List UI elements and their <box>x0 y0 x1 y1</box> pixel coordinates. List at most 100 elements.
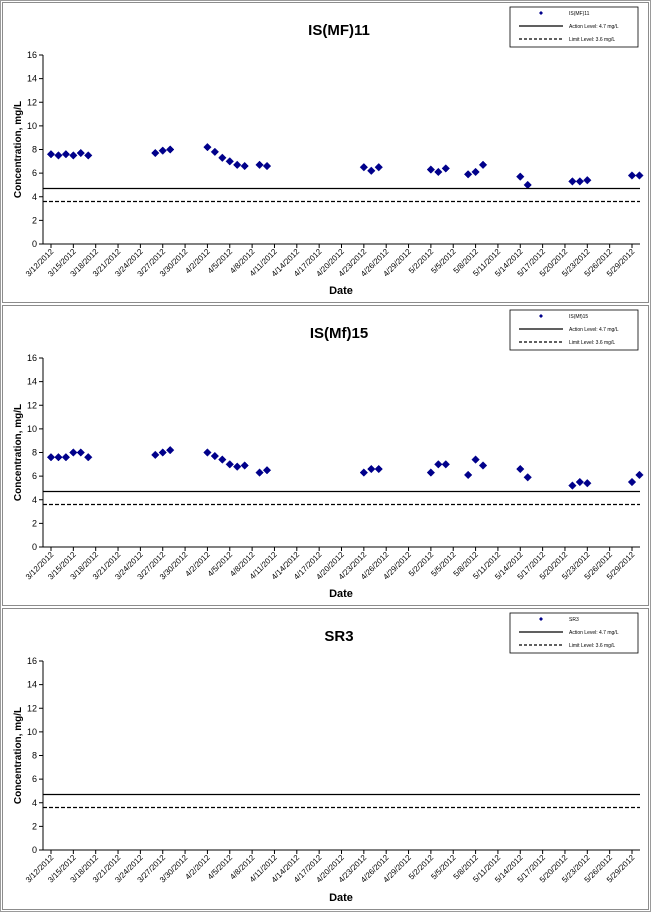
data-point <box>516 464 525 474</box>
data-point <box>54 453 63 462</box>
y-axis-title: Concentration, mg/L <box>13 101 24 198</box>
chart-title: IS(MF)11 <box>308 22 370 39</box>
data-point <box>426 468 436 477</box>
data-point <box>359 468 368 477</box>
legend-label: Action Level: 4.7 mg/L <box>569 24 619 30</box>
x-axis-title: Date <box>329 285 353 297</box>
data-point <box>76 148 85 158</box>
data-point <box>523 473 532 482</box>
legend-label: SR3 <box>569 617 579 623</box>
data-point <box>158 146 167 155</box>
legend-label: IS(Mf)15 <box>569 314 588 320</box>
y-tick-label: 16 <box>27 50 37 60</box>
chart-svg-1: IS(MF)11 0 2 4 6 8 10 12 14 16 Concentration, mg/L… <box>13 6 644 297</box>
data-point <box>203 142 212 152</box>
data-point <box>61 453 71 462</box>
data-point <box>583 176 592 185</box>
legend-box <box>509 612 639 654</box>
y-tick-label: 0 <box>32 239 37 249</box>
data-point <box>463 470 473 480</box>
data-point <box>471 167 480 177</box>
data-point <box>568 481 577 490</box>
data-point <box>635 470 644 480</box>
legend-label: Limit Level: 3.6 mg/L <box>569 340 615 346</box>
data-point <box>54 151 63 160</box>
data-point <box>374 163 383 172</box>
chart-panel-3: SR3 0 2 4 6 8 10 12 14 16 Concentration, mg/L 3/12/… <box>2 608 649 910</box>
data-point <box>151 148 160 158</box>
data-point <box>359 163 368 172</box>
y-tick-label: 0 <box>32 845 37 855</box>
y-tick-label: 6 <box>32 471 37 481</box>
y-tick-label: 10 <box>27 424 37 434</box>
x-axis-title: Date <box>329 588 353 600</box>
legend-label: Action Level: 4.7 mg/L <box>569 630 619 636</box>
data-point <box>233 462 242 471</box>
legend-marker <box>539 314 543 318</box>
data-point <box>434 460 443 469</box>
data-point <box>478 461 488 470</box>
y-tick-label: 12 <box>27 97 37 107</box>
y-tick-label: 4 <box>32 798 37 808</box>
y-tick-label: 12 <box>27 400 37 410</box>
data-point <box>225 157 234 166</box>
data-point <box>583 479 592 488</box>
x-axis-title: Date <box>329 892 353 904</box>
data-point <box>240 161 249 171</box>
data-point <box>240 461 249 470</box>
y-axis-title: Concentration, mg/L <box>13 404 24 501</box>
data-point <box>262 161 272 171</box>
data-point <box>210 147 220 157</box>
legend-box <box>509 309 639 351</box>
data-point <box>46 453 56 462</box>
data-point <box>233 160 242 170</box>
chart-panel-2: IS(Mf)15 0 2 4 6 8 10 12 14 16 Concentration, mg/L… <box>2 305 649 606</box>
data-point <box>255 160 264 170</box>
y-tick-label: 16 <box>27 656 37 666</box>
y-tick-label: 6 <box>32 168 37 178</box>
legend: IS(MF)11 Action Level: 4.7 mg/L Limit Leve… <box>509 6 639 48</box>
y-tick-label: 8 <box>32 751 37 761</box>
data-point <box>76 448 85 457</box>
data-point <box>471 455 480 464</box>
legend-label: Action Level: 4.7 mg/L <box>569 327 619 333</box>
data-point <box>69 448 78 457</box>
data-point <box>367 464 376 474</box>
data-point <box>627 171 637 180</box>
y-tick-label: 4 <box>32 495 37 505</box>
data-point <box>158 448 167 457</box>
legend: SR3 Action Level: 4.7 mg/L Limit Level: 3.… <box>509 612 639 654</box>
legend-label: Limit Level: 3.6 mg/L <box>569 37 615 43</box>
y-tick-label: 6 <box>32 774 37 784</box>
y-tick-label: 10 <box>27 121 37 131</box>
data-point <box>203 448 212 457</box>
data-point <box>463 170 473 179</box>
legend-label: IS(MF)11 <box>569 11 590 17</box>
data-point <box>478 160 488 170</box>
data-point <box>523 180 532 190</box>
legend-marker <box>539 11 543 15</box>
data-point <box>441 164 450 173</box>
chart-svg-2: IS(Mf)15 0 2 4 6 8 10 12 14 16 Concentration, mg/L… <box>13 309 644 600</box>
legend-label: Limit Level: 3.6 mg/L <box>569 643 615 649</box>
chart-title: SR3 <box>324 628 353 645</box>
data-point <box>374 464 383 474</box>
y-tick-label: 2 <box>32 821 37 831</box>
y-tick-label: 8 <box>32 448 37 458</box>
data-point <box>69 151 78 160</box>
legend: IS(Mf)15 Action Level: 4.7 mg/L Limit Leve… <box>509 309 639 351</box>
data-point <box>210 451 220 461</box>
data-point <box>255 468 264 477</box>
data-point <box>627 477 637 487</box>
y-tick-label: 16 <box>27 353 37 363</box>
data-point <box>516 172 525 181</box>
data-point <box>575 477 585 487</box>
data-point <box>225 460 234 469</box>
data-point <box>61 150 71 159</box>
data-point <box>367 166 376 175</box>
data-point <box>218 153 227 162</box>
data-point <box>635 171 644 180</box>
chart-panel-1: IS(MF)11 0 2 4 6 8 10 12 14 16 Concentration, mg/L… <box>2 2 649 303</box>
data-point <box>151 450 160 460</box>
